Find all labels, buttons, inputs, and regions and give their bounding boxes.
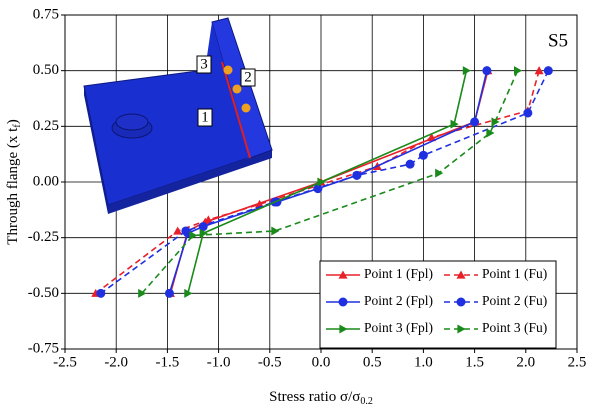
y-tick-label: -0.50 <box>28 285 59 301</box>
legend-label: Point 3 (Fu) <box>482 320 547 335</box>
x-axis-label: Stress ratio σ/σ0.2 <box>269 389 373 407</box>
inset-label: 3 <box>200 56 208 72</box>
y-tick-label: 0.75 <box>33 6 59 22</box>
marker <box>96 289 105 298</box>
inset-label: 1 <box>201 109 209 125</box>
x-axis-label-sub: 0.2 <box>360 396 373 407</box>
x-tick-label: 2.0 <box>516 354 535 370</box>
marker <box>406 160 415 169</box>
legend-label: Point 1 (Fpl) <box>364 266 433 281</box>
x-tick-label: 2.5 <box>568 354 587 370</box>
x-tick-label: 0.5 <box>363 354 382 370</box>
x-tick-label: -2.5 <box>53 354 77 370</box>
marker <box>419 151 428 160</box>
legend-marker <box>339 298 348 307</box>
legend-label: Point 2 (Fu) <box>482 293 547 308</box>
y-axis-label-text: Through flange (x t <box>5 127 21 245</box>
y-tick-label: -0.75 <box>28 340 59 356</box>
legend-label: Point 2 (Fpl) <box>364 293 433 308</box>
y-tick-label: 0.25 <box>33 118 59 134</box>
x-tick-label: 1.5 <box>465 354 484 370</box>
y-tick-label: 0.00 <box>33 173 59 189</box>
legend-label: Point 1 (Fu) <box>482 266 547 281</box>
marker <box>482 66 491 75</box>
x-tick-label: -1.0 <box>207 354 231 370</box>
marker <box>523 108 532 117</box>
x-tick-label: -2.0 <box>104 354 128 370</box>
y-tick-label: -0.25 <box>28 229 59 245</box>
annotation: S5 <box>548 30 568 51</box>
marker <box>352 171 361 180</box>
chart: 3 2 1 S5 Stress ratio σ/σ0.2 Through fla… <box>0 0 595 417</box>
x-axis-label-text: Stress ratio σ/σ <box>269 389 360 405</box>
y-axis-label: Through flange (x tf) <box>5 119 23 244</box>
x-tick-label: 1.0 <box>414 354 433 370</box>
marker <box>165 289 174 298</box>
marker <box>470 117 479 126</box>
x-tick-label: -1.5 <box>156 354 180 370</box>
legend-label: Point 3 (Fpl) <box>364 320 433 335</box>
x-tick-label: -0.5 <box>258 354 282 370</box>
inset-label: 2 <box>244 69 252 85</box>
marker <box>181 226 190 235</box>
y-axis-label-end: ) <box>5 119 21 124</box>
legend-marker <box>457 298 466 307</box>
marker <box>544 66 553 75</box>
x-tick-label: 0.0 <box>312 354 331 370</box>
y-tick-label: 0.50 <box>33 62 59 78</box>
